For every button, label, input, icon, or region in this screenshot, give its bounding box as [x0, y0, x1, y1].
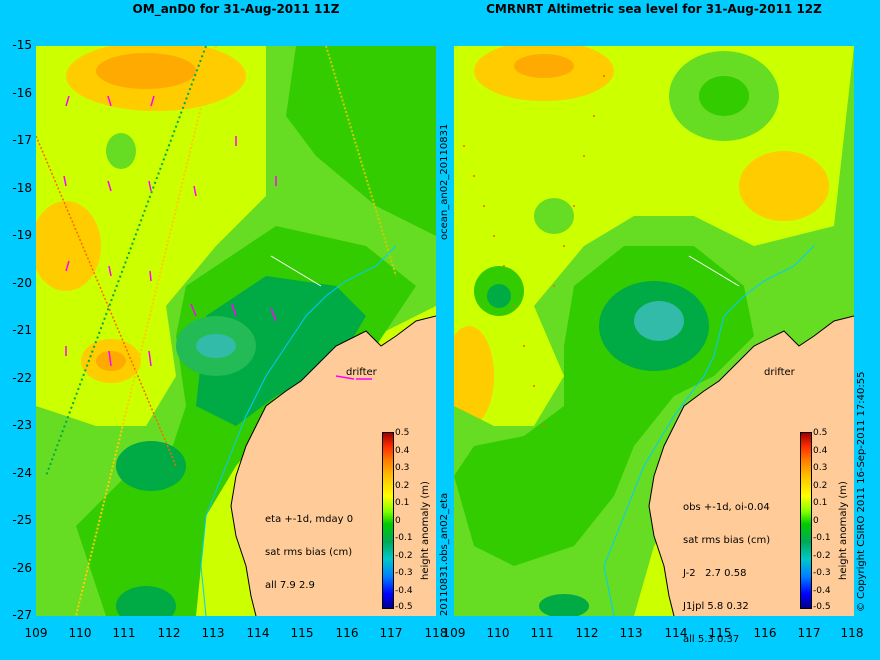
colorbar-tick: -0.1 [813, 533, 831, 543]
colorbar-tick: 0 [395, 516, 401, 526]
y-tick-label: -25 [12, 513, 32, 527]
x-tick-label: 115 [290, 626, 314, 640]
right-drifter-label: drifter [764, 367, 795, 378]
colorbar-tick: -0.3 [813, 568, 831, 578]
y-tick-label: -19 [12, 228, 32, 242]
colorbar-tick: 0.4 [395, 446, 410, 456]
stats-line: sat rms bias (cm) [265, 547, 353, 558]
colorbar-tick: -0.4 [395, 586, 413, 596]
stats-line: eta +-1d, mday 0 [265, 514, 354, 525]
y-tick-label: -24 [12, 466, 32, 480]
y-tick-label: -18 [12, 181, 32, 195]
colorbar-tick: 0.4 [813, 446, 828, 456]
colorbar-tick: 0.1 [395, 498, 410, 508]
colorbar-tick: 0 [813, 516, 819, 526]
y-tick-label: -17 [12, 133, 32, 147]
y-tick-label: -20 [12, 276, 32, 290]
colorbar-tick: -0.1 [395, 533, 413, 543]
y-tick-label: -27 [12, 608, 32, 622]
colorbar-tick: 0.1 [813, 498, 828, 508]
left-panel-title: OM_anD0 for 31-Aug-2011 11Z [132, 2, 340, 16]
stats-line: obs +-1d, oi-0.04 [683, 502, 770, 513]
left-map-panel [36, 46, 436, 616]
x-tick-label: 110 [486, 626, 510, 640]
x-tick-label: 112 [157, 626, 181, 640]
left-side-label: 20110831.obs_an02_eta [439, 492, 450, 616]
colorbar-tick: -0.3 [395, 568, 413, 578]
stats-line: J1jpl 5.8 0.32 [683, 601, 749, 612]
colorbar-tick: 0.3 [813, 463, 828, 473]
y-tick-label: -22 [12, 371, 32, 385]
x-tick-label: 113 [201, 626, 225, 640]
right-stats: obs +-1d, oi-0.04 sat rms bias (cm) J-2 … [683, 480, 770, 656]
x-tick-label: 118 [840, 626, 864, 640]
x-tick-label: 118 [424, 626, 448, 640]
x-tick-label: 111 [112, 626, 136, 640]
left-colorbar-label: height anomaly (m) [420, 481, 431, 580]
x-tick-label: 109 [24, 626, 48, 640]
right-colorbar [800, 432, 812, 609]
x-tick-label: 114 [246, 626, 270, 640]
copyright-label: © Copyright CSIRO 2011 16-Sep-2011 17:40… [856, 371, 867, 612]
left-colorbar [382, 432, 394, 609]
x-tick-label: 109 [442, 626, 466, 640]
stats-line: sat rms bias (cm) [683, 535, 771, 546]
stats-line: all 5.3 0.37 [683, 634, 740, 645]
stats-line: all 7.9 2.9 [265, 580, 315, 591]
x-tick-label: 113 [619, 626, 643, 640]
left-map-svg [36, 46, 436, 616]
right-map-svg [454, 46, 854, 616]
x-tick-label: 117 [797, 626, 821, 640]
colorbar-tick: -0.5 [813, 602, 831, 612]
y-tick-label: -15 [12, 38, 32, 52]
colorbar-tick: 0.5 [395, 428, 410, 438]
x-tick-label: 112 [575, 626, 599, 640]
colorbar-tick: 0.5 [813, 428, 828, 438]
x-tick-label: 116 [753, 626, 777, 640]
left-drifter-label: drifter [346, 367, 377, 378]
right-map-panel [454, 46, 854, 616]
colorbar-tick: 0.3 [395, 463, 410, 473]
x-tick-label: 117 [379, 626, 403, 640]
right-panel-title: CMRNRT Altimetric sea level for 31-Aug-2… [486, 2, 822, 16]
colorbar-tick: -0.2 [813, 551, 831, 561]
colorbar-tick: 0.2 [813, 481, 828, 491]
x-tick-label: 114 [664, 626, 688, 640]
y-tick-label: -21 [12, 323, 32, 337]
colorbar-tick: -0.4 [813, 586, 831, 596]
x-tick-label: 110 [68, 626, 92, 640]
y-tick-label: -16 [12, 86, 32, 100]
right-side-label: ocean_an02_20110831 [439, 123, 450, 240]
x-tick-label: 111 [530, 626, 554, 640]
left-stats: eta +-1d, mday 0 sat rms bias (cm) all 7… [265, 492, 353, 602]
colorbar-tick: 0.2 [395, 481, 410, 491]
stats-line: J-2 2.7 0.58 [683, 568, 747, 579]
colorbar-tick: -0.5 [395, 602, 413, 612]
colorbar-tick: -0.2 [395, 551, 413, 561]
y-tick-label: -23 [12, 418, 32, 432]
y-tick-label: -26 [12, 561, 32, 575]
x-tick-label: 115 [708, 626, 732, 640]
x-tick-label: 116 [335, 626, 359, 640]
right-colorbar-label: height anomaly (m) [838, 481, 849, 580]
